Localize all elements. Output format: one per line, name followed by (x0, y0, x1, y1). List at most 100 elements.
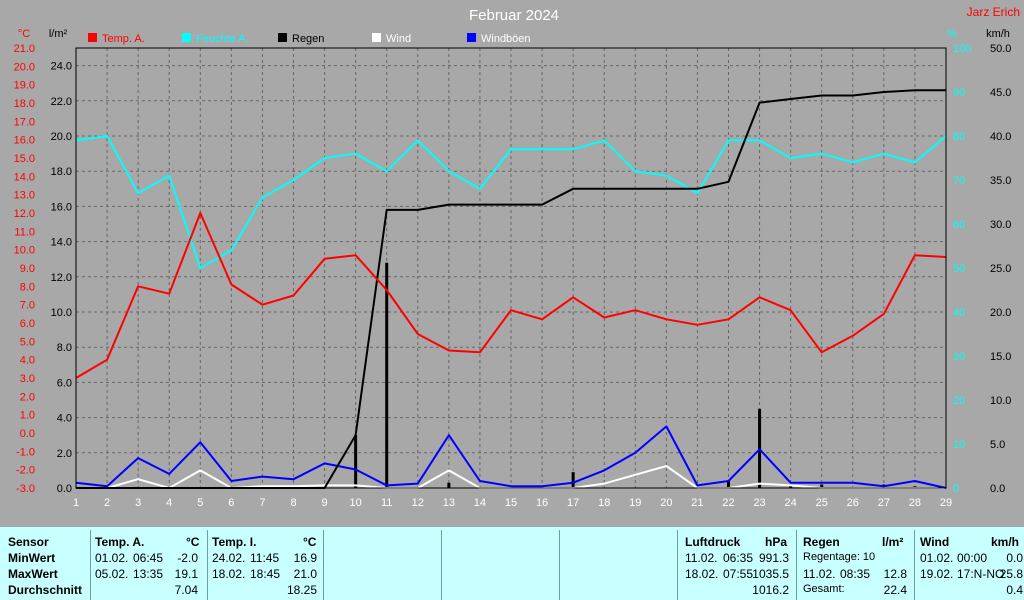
x-tick-label: 26 (847, 497, 859, 509)
axis-ticks: 1 2 3 4 5 6 7 8 9 10 11 12 13 14 15 16 17 18 19 20 21 22 23 24 2… (14, 43, 1012, 509)
temp-i-header: Temp. I. (212, 535, 257, 549)
temp-i-avg: 18.25 (286, 583, 317, 597)
temp-a-avg: 7.04 (174, 583, 198, 597)
x-tick-label: 20 (660, 497, 672, 509)
daily-rain-bar (571, 472, 575, 488)
legend-swatch-temp (88, 33, 97, 42)
temp-tick-label: 6.0 (20, 318, 35, 330)
legend-swatch-gust (467, 33, 476, 42)
x-tick-label: 9 (322, 497, 328, 509)
legend-label-temp: Temp. A. (102, 33, 145, 45)
temp-i-max-date: 18.02. (212, 567, 246, 581)
wind-max-value: 25.8 (999, 567, 1023, 581)
rain-tick-label: 6.0 (57, 377, 72, 389)
pressure-header: Luftdruck (685, 535, 741, 549)
x-tick-label: 24 (785, 497, 797, 509)
pressure-unit: hPa (765, 535, 788, 549)
x-tick-label: 10 (350, 497, 362, 509)
x-tick-label: 14 (474, 497, 486, 509)
x-tick-label: 4 (166, 497, 172, 509)
humidity-tick-label: 30 (953, 351, 965, 363)
temperature-line (75, 212, 947, 379)
temp-i-max-time: 18:45 (250, 567, 281, 581)
humidity-tick-label: 80 (953, 131, 965, 143)
humidity-tick-label: 60 (953, 219, 965, 231)
pressure-min-date: 11.02. (685, 551, 718, 565)
temp-tick-label: 20.0 (14, 61, 35, 73)
rain-total-value: 22.4 (883, 583, 907, 597)
author-label: Jarz Erich (967, 5, 1020, 19)
temp-a-unit: °C (186, 535, 200, 549)
temp-tick-label: 8.0 (20, 281, 35, 293)
humidity-tick-label: 90 (953, 87, 965, 99)
x-tick-label: 15 (505, 497, 517, 509)
rain-tick-label: 0.0 (57, 483, 72, 495)
rain-tick-label: 24.0 (51, 61, 72, 73)
wind-tick-label: 10.0 (990, 395, 1011, 407)
humidity-line (75, 135, 947, 269)
x-tick-label: 2 (104, 497, 110, 509)
daily-rain-bar (385, 262, 389, 488)
temp-tick-label: 7.0 (20, 300, 35, 312)
grid (75, 48, 947, 488)
pressure-max-value: 1035.5 (752, 567, 789, 581)
x-tick-label: 1 (73, 497, 79, 509)
x-tick-label: 27 (878, 497, 890, 509)
temp-tick-label: 18.0 (14, 98, 35, 110)
x-tick-label: 13 (443, 497, 455, 509)
row-label-sensor: Sensor (8, 535, 49, 549)
rain-tick-label: 16.0 (51, 201, 72, 213)
x-tick-label: 16 (536, 497, 548, 509)
temp-tick-label: 0.0 (20, 428, 35, 440)
wind-tick-label: 30.0 (990, 219, 1011, 231)
rain-tick-label: 12.0 (51, 272, 72, 284)
row-label-max: MaxWert (8, 567, 58, 581)
humidity-tick-label: 10 (953, 439, 965, 451)
legend-swatch-rain (278, 33, 287, 42)
x-tick-label: 17 (567, 497, 579, 509)
rain-tick-label: 14.0 (51, 237, 72, 249)
temp-i-min-time: 11:45 (250, 551, 280, 565)
x-tick-label: 23 (753, 497, 765, 509)
temp-a-min-date: 01.02. (95, 551, 129, 565)
plot-frame (75, 47, 947, 489)
rain-tick-label: 22.0 (51, 96, 72, 108)
rain-total-label: Gesamt: (803, 583, 845, 595)
rain-tick-label: 18.0 (51, 166, 72, 178)
humidity-tick-label: 40 (953, 307, 965, 319)
temp-tick-label: 4.0 (20, 355, 35, 367)
x-tick-label: 29 (940, 497, 952, 509)
temp-tick-label: 14.0 (14, 171, 35, 183)
rain-header: Regen (803, 535, 840, 549)
daily-rain-bar (354, 435, 358, 488)
legend-label-wind: Wind (386, 33, 411, 45)
x-tick-label: 6 (228, 497, 234, 509)
wind-max-date: 19.02. (920, 567, 954, 581)
x-tick-label: 11 (381, 497, 392, 509)
x-tick-label: 8 (290, 497, 296, 509)
x-tick-label: 21 (691, 497, 703, 509)
temp-i-min-date: 24.02. (212, 551, 246, 565)
temp-tick-label: 10.0 (14, 245, 35, 257)
temp-i-max-value: 21.0 (293, 567, 317, 581)
pressure-min-value: 991.3 (758, 551, 789, 565)
wind-tick-label: 50.0 (990, 43, 1011, 55)
temp-a-min-value: -2.0 (177, 551, 198, 565)
temp-a-max-value: 19.1 (174, 567, 198, 581)
legend-swatch-humidity (182, 33, 191, 42)
wind-tick-label: 45.0 (990, 87, 1011, 99)
temp-a-min-time: 06:45 (133, 551, 164, 565)
temp-tick-label: 13.0 (14, 190, 35, 202)
weather-chart: Februar 2024 Jarz Erich °C l/m² % km/h T… (0, 0, 1024, 527)
legend-swatch-wind (372, 33, 381, 42)
temp-tick-label: -2.0 (16, 465, 35, 477)
wind-unit-label: km/h (986, 28, 1010, 40)
humidity-tick-label: 20 (953, 395, 965, 407)
rain-max-time: 08:35 (840, 567, 871, 581)
humidity-tick-label: 0 (953, 483, 959, 495)
wind-unit: km/h (991, 535, 1020, 549)
x-tick-label: 25 (816, 497, 828, 509)
temp-tick-label: -1.0 (16, 446, 35, 458)
wind-tick-label: 0.0 (990, 483, 1005, 495)
row-label-avg: Durchschnitt (8, 583, 83, 597)
